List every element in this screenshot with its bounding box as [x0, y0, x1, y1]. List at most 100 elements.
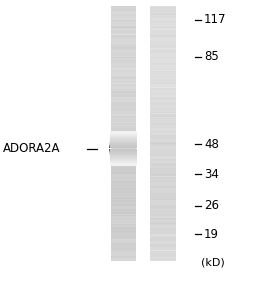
- Bar: [111, 164, 136, 165]
- Bar: [151, 58, 175, 59]
- Bar: [151, 170, 175, 172]
- Bar: [111, 37, 136, 38]
- Bar: [151, 158, 175, 159]
- Bar: [111, 71, 136, 72]
- Bar: [111, 244, 136, 246]
- Bar: [111, 95, 136, 97]
- Bar: [111, 72, 136, 74]
- Bar: [111, 109, 136, 111]
- Bar: [111, 165, 136, 167]
- Bar: [151, 128, 175, 130]
- Bar: [151, 234, 175, 236]
- Bar: [151, 76, 175, 77]
- Bar: [110, 141, 137, 142]
- Bar: [151, 248, 175, 250]
- Bar: [111, 159, 136, 160]
- Bar: [151, 37, 175, 38]
- Bar: [151, 86, 175, 88]
- Bar: [151, 223, 175, 224]
- Bar: [111, 160, 136, 162]
- Bar: [151, 43, 175, 44]
- Bar: [111, 242, 136, 243]
- Bar: [111, 123, 136, 124]
- Bar: [151, 256, 175, 257]
- Bar: [111, 200, 136, 201]
- Bar: [111, 46, 136, 47]
- Bar: [151, 34, 175, 35]
- Bar: [111, 24, 136, 25]
- Bar: [151, 70, 175, 71]
- Bar: [151, 173, 175, 174]
- Bar: [151, 144, 175, 145]
- Bar: [151, 237, 175, 238]
- Bar: [111, 130, 136, 131]
- Bar: [151, 184, 175, 186]
- Bar: [111, 107, 136, 108]
- Text: 117: 117: [204, 13, 227, 26]
- Bar: [151, 47, 175, 48]
- Bar: [111, 40, 136, 42]
- Bar: [110, 161, 137, 162]
- Bar: [111, 14, 136, 15]
- Bar: [151, 226, 175, 228]
- Bar: [111, 89, 136, 90]
- Bar: [151, 12, 175, 14]
- Bar: [151, 164, 175, 165]
- Bar: [151, 159, 175, 160]
- Bar: [151, 212, 175, 214]
- Bar: [111, 124, 136, 126]
- Bar: [151, 149, 175, 150]
- Bar: [151, 10, 175, 11]
- Bar: [111, 186, 136, 187]
- Bar: [111, 67, 136, 68]
- Bar: [151, 105, 175, 107]
- Bar: [151, 67, 175, 68]
- Bar: [151, 195, 175, 196]
- Bar: [151, 85, 175, 86]
- Bar: [151, 71, 175, 72]
- Bar: [111, 192, 136, 194]
- Bar: [110, 155, 137, 156]
- Bar: [151, 168, 175, 169]
- Bar: [151, 139, 175, 140]
- Text: ADORA2A: ADORA2A: [3, 142, 60, 155]
- Bar: [111, 79, 136, 80]
- Bar: [151, 95, 175, 97]
- Bar: [151, 123, 175, 124]
- Bar: [111, 53, 136, 54]
- Bar: [111, 75, 136, 76]
- Bar: [111, 127, 136, 128]
- Bar: [151, 15, 175, 16]
- Bar: [151, 20, 175, 21]
- Bar: [151, 132, 175, 134]
- Bar: [151, 46, 175, 47]
- Bar: [111, 146, 136, 148]
- Bar: [151, 19, 175, 20]
- Bar: [151, 239, 175, 241]
- Bar: [111, 66, 136, 67]
- Bar: [151, 17, 175, 19]
- Bar: [110, 133, 137, 134]
- Bar: [111, 22, 136, 24]
- Bar: [151, 93, 175, 94]
- Bar: [151, 44, 175, 46]
- Bar: [151, 99, 175, 100]
- Bar: [151, 208, 175, 209]
- Bar: [111, 51, 136, 52]
- Bar: [111, 195, 136, 196]
- Bar: [111, 179, 136, 181]
- Bar: [151, 174, 175, 175]
- Bar: [111, 90, 136, 92]
- Bar: [151, 246, 175, 247]
- Bar: [111, 259, 136, 260]
- Bar: [110, 145, 137, 146]
- Bar: [111, 181, 136, 182]
- Bar: [110, 160, 137, 161]
- Bar: [151, 32, 175, 33]
- Bar: [151, 197, 175, 199]
- Bar: [151, 72, 175, 74]
- Bar: [151, 209, 175, 210]
- Bar: [151, 196, 175, 197]
- Bar: [111, 169, 136, 170]
- Bar: [151, 109, 175, 111]
